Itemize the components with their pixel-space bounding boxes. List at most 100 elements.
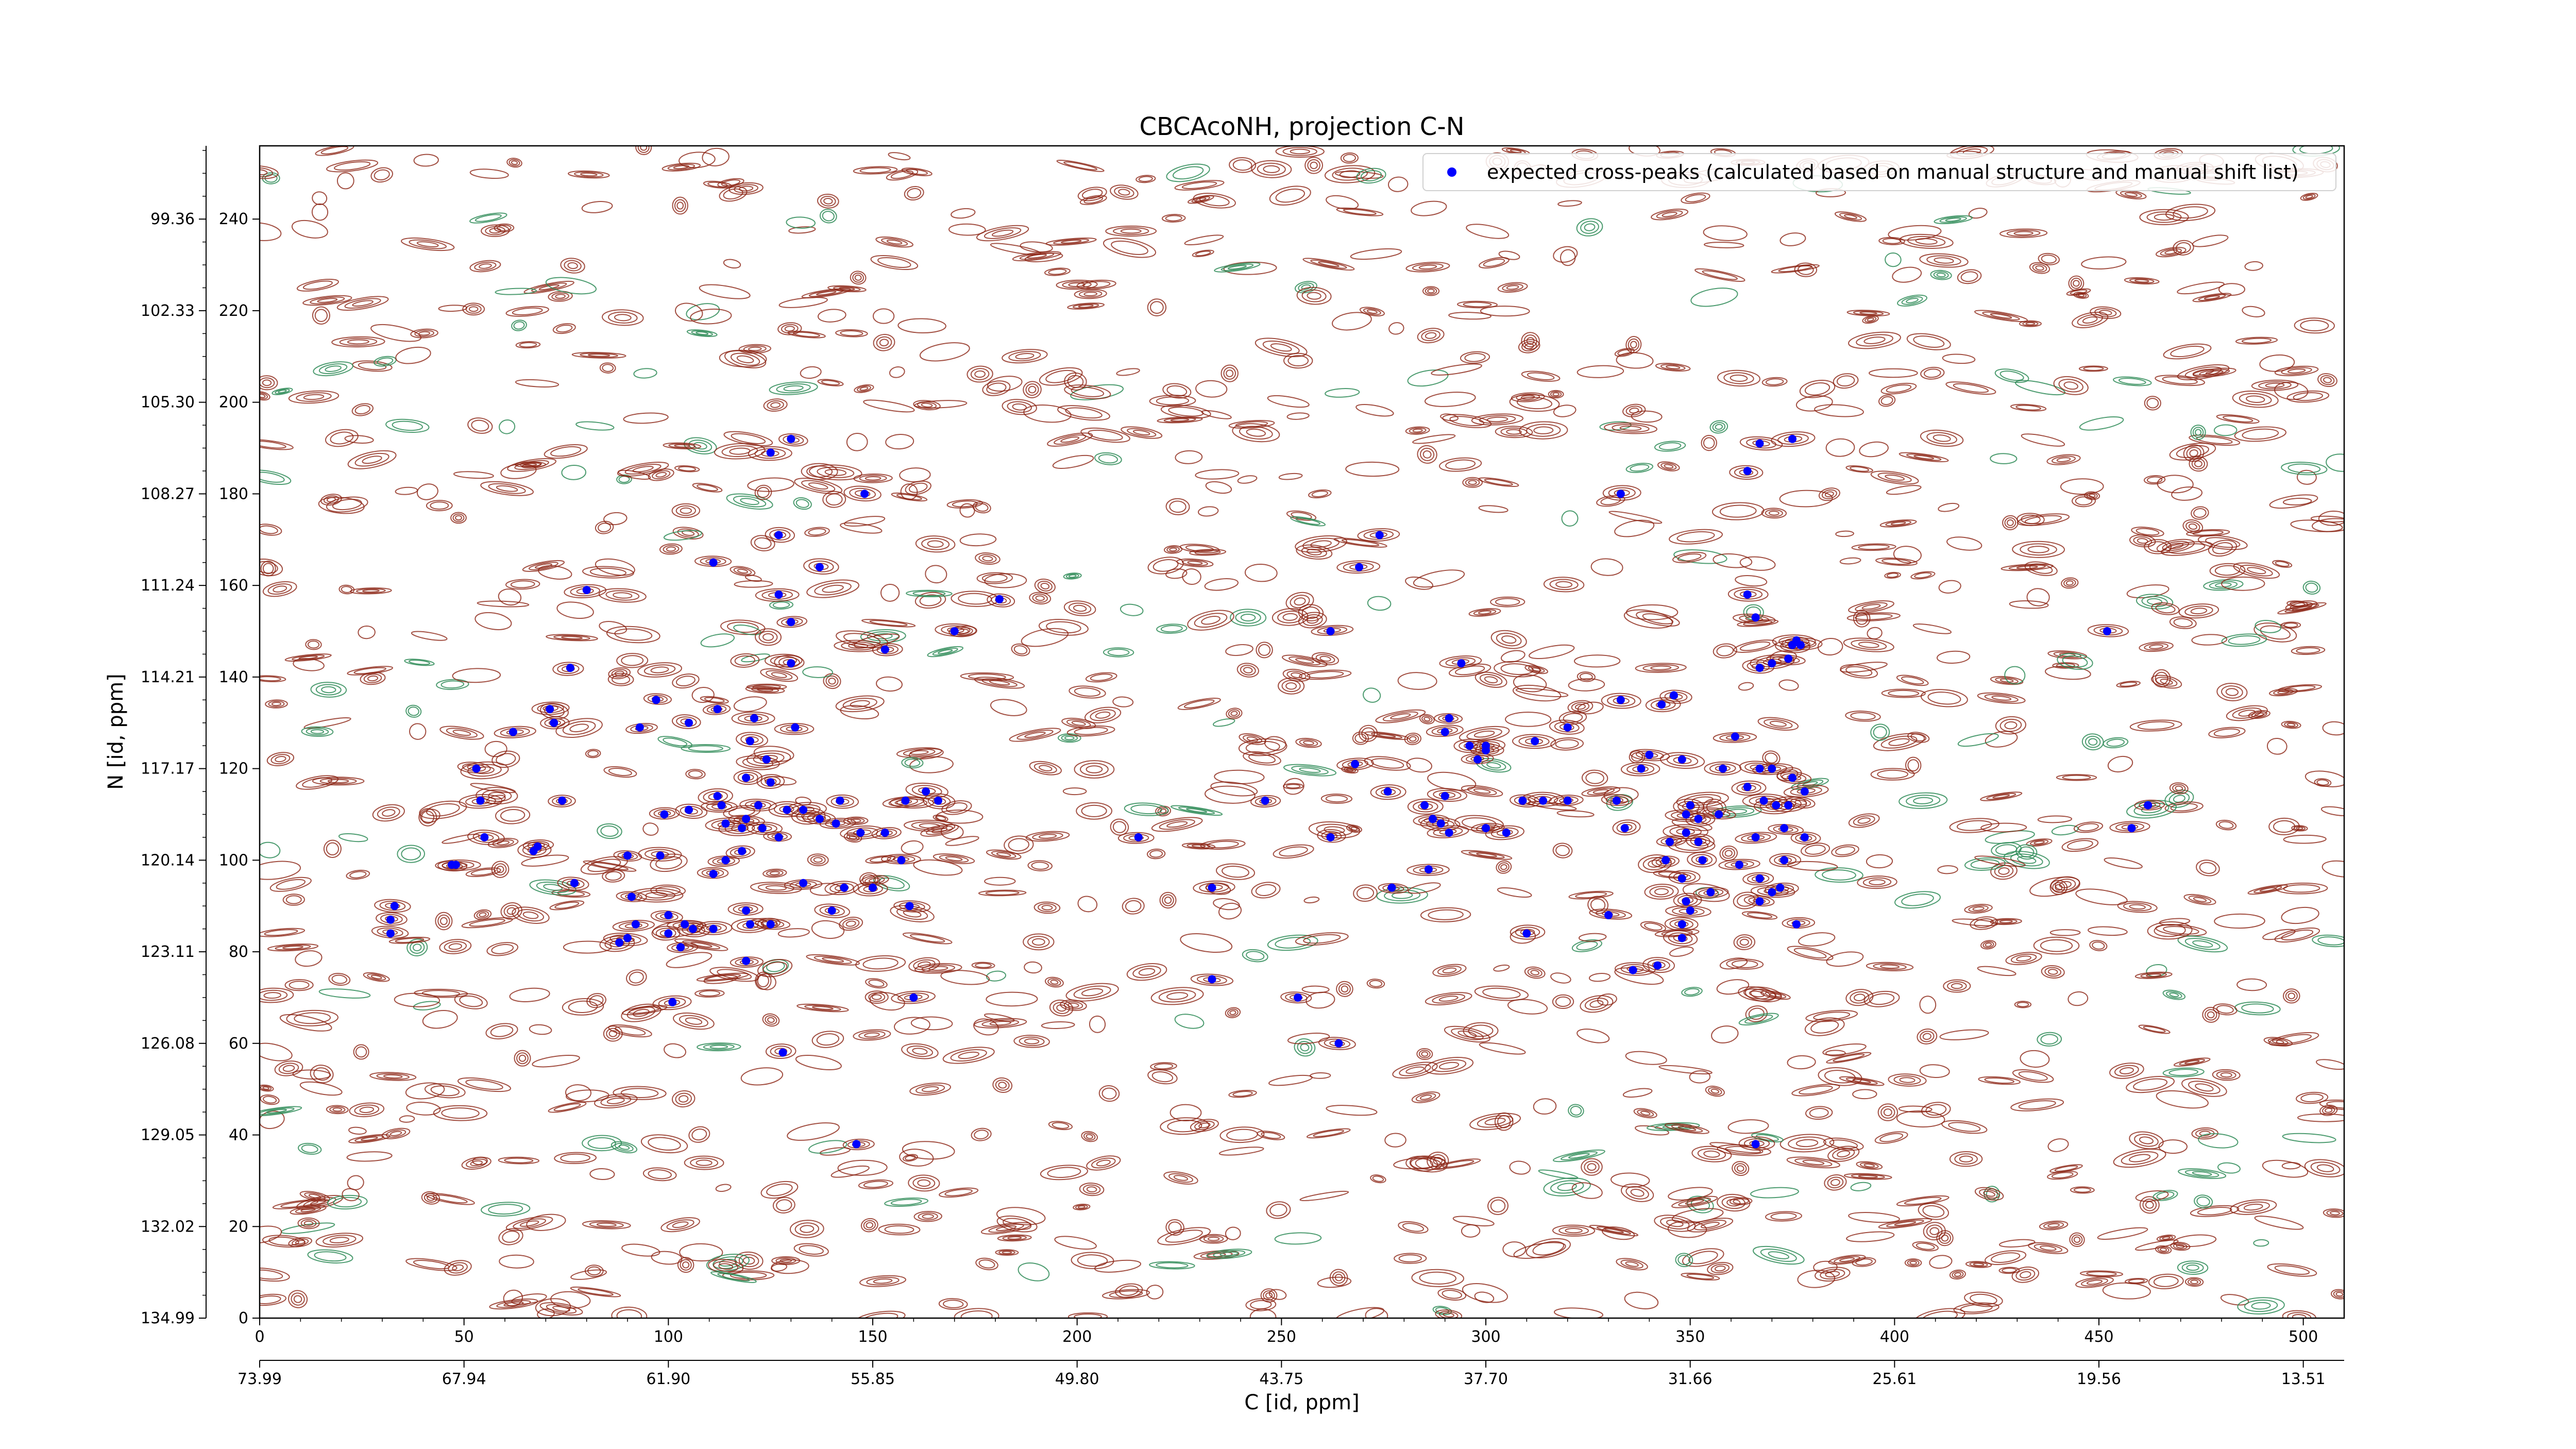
contour-ring bbox=[945, 802, 968, 813]
positive-contour bbox=[2156, 1090, 2209, 1109]
contour-ring bbox=[1267, 934, 1318, 951]
positive-contour bbox=[498, 1228, 523, 1245]
contour-ring bbox=[1242, 949, 1268, 963]
contour-ring bbox=[1858, 544, 1890, 550]
positive-contour bbox=[1878, 394, 1896, 407]
contour-ring bbox=[1835, 530, 1854, 537]
contour-ring bbox=[2047, 1223, 2060, 1228]
contour-ring bbox=[1919, 253, 1969, 268]
contour-ring bbox=[2113, 376, 2152, 386]
contour-ring bbox=[865, 476, 882, 481]
contour-ring bbox=[2197, 1206, 2232, 1216]
contour-ring bbox=[941, 800, 972, 815]
contour-ring bbox=[2331, 1289, 2344, 1300]
positive-contour bbox=[1366, 979, 1385, 989]
negative-contour bbox=[2177, 935, 2228, 953]
contour-ring bbox=[2169, 616, 2197, 629]
contour-ring bbox=[1187, 561, 1203, 565]
positive-contour bbox=[888, 152, 911, 161]
contour-ring bbox=[1590, 558, 1623, 576]
positive-contour bbox=[2005, 952, 2042, 965]
contour-ring bbox=[1952, 1271, 1964, 1278]
positive-contour bbox=[552, 323, 576, 334]
positive-contour bbox=[777, 928, 810, 938]
positive-contour bbox=[1112, 696, 1134, 707]
contour-ring bbox=[286, 1009, 338, 1026]
contour-ring bbox=[1929, 1255, 1953, 1269]
contour-ring bbox=[779, 1258, 792, 1263]
contour-ring bbox=[2139, 1196, 2160, 1214]
contour-ring bbox=[1409, 427, 1427, 434]
negative-contour bbox=[1561, 510, 1579, 527]
contour-ring bbox=[1552, 994, 1574, 1009]
negative-contour bbox=[906, 589, 953, 598]
positive-contour bbox=[583, 860, 637, 872]
contour-ring bbox=[2156, 538, 2195, 553]
contour-ring bbox=[1690, 1198, 1710, 1211]
contour-ring bbox=[1532, 1241, 1565, 1256]
contour-ring bbox=[435, 912, 453, 931]
positive-contour bbox=[750, 535, 775, 551]
contour-ring bbox=[2239, 393, 2272, 406]
contour-ring bbox=[1736, 1165, 1744, 1172]
positive-contour bbox=[1405, 426, 1430, 435]
contour-ring bbox=[1083, 1132, 1096, 1141]
contour-ring bbox=[846, 833, 860, 841]
contour-ring bbox=[1294, 1038, 1316, 1057]
positive-contour bbox=[274, 1060, 303, 1076]
contour-ring bbox=[1654, 929, 1700, 937]
contour-ring bbox=[312, 306, 330, 325]
positive-contour bbox=[1346, 824, 1363, 833]
contour-ring bbox=[1205, 481, 1232, 494]
contour-ring bbox=[1382, 711, 1418, 721]
positive-contour bbox=[1703, 225, 1748, 241]
contour-ring bbox=[2240, 564, 2273, 577]
contour-ring bbox=[473, 909, 492, 920]
positive-contour bbox=[1949, 1269, 1966, 1280]
negative-contour bbox=[2037, 1032, 2062, 1047]
positive-contour bbox=[1175, 450, 1203, 464]
negative-contour bbox=[1171, 805, 1223, 816]
contour-ring bbox=[1207, 1236, 1220, 1241]
contour-ring bbox=[260, 524, 282, 536]
positive-contour bbox=[582, 1220, 631, 1229]
positive-contour bbox=[1657, 461, 1680, 471]
positive-contour bbox=[2107, 755, 2133, 772]
contour-ring bbox=[1747, 912, 1773, 919]
positive-contour bbox=[1074, 289, 1107, 299]
contour-ring bbox=[1798, 932, 1836, 947]
positive-contour bbox=[2190, 1205, 2240, 1217]
positive-contour bbox=[715, 1184, 732, 1192]
contour-ring bbox=[1805, 1106, 1833, 1120]
positive-contour bbox=[2026, 838, 2053, 847]
contour-ring bbox=[1552, 392, 1560, 396]
contour-ring bbox=[1239, 426, 1273, 440]
contour-ring bbox=[2061, 838, 2099, 852]
positive-contour bbox=[2177, 281, 2225, 295]
contour-ring bbox=[599, 362, 616, 374]
contour-ring bbox=[1850, 466, 1870, 472]
contour-ring bbox=[2300, 319, 2329, 332]
positive-contour bbox=[2244, 261, 2263, 271]
positive-contour bbox=[672, 196, 688, 215]
contour-ring bbox=[2321, 860, 2344, 878]
contour-ring bbox=[2173, 618, 2193, 628]
contour-ring bbox=[602, 364, 614, 372]
contour-ring bbox=[1869, 368, 1918, 378]
contour-ring bbox=[896, 747, 942, 758]
positive-contour bbox=[598, 588, 647, 603]
contour-ring bbox=[2086, 1271, 2117, 1276]
negative-contour bbox=[511, 319, 527, 331]
contour-ring bbox=[1906, 453, 1942, 461]
positive-contour bbox=[914, 592, 946, 609]
positive-contour bbox=[1023, 381, 1042, 398]
positive-contour bbox=[886, 169, 919, 181]
contour-ring bbox=[2015, 1269, 2036, 1281]
contour-ring bbox=[733, 567, 752, 575]
contour-ring bbox=[2016, 1002, 2029, 1007]
contour-ring bbox=[2199, 369, 2230, 376]
contour-ring bbox=[2330, 1211, 2340, 1216]
contour-ring bbox=[1442, 414, 1492, 428]
positive-contour bbox=[370, 167, 393, 183]
